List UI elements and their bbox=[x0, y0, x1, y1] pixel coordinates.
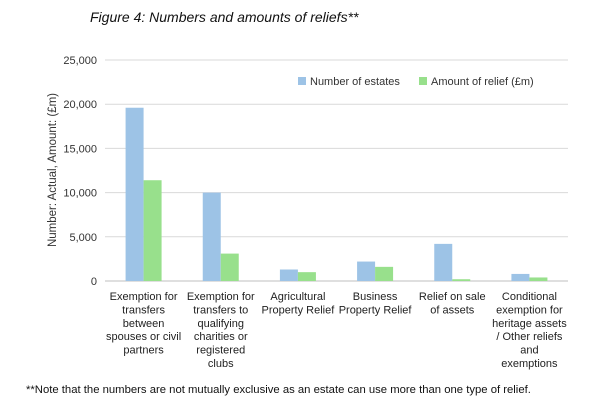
legend-entry: Amount of relief (£m) bbox=[431, 76, 534, 88]
bar-chart: 0 5,000 10,000 15,000 20,000 25,000 Number: A… bbox=[47, 55, 568, 370]
y-tick-label: 5,000 bbox=[69, 232, 97, 244]
bar-number-of-estates bbox=[511, 273, 530, 281]
y-tick-label: 15,000 bbox=[63, 143, 97, 155]
bar-amount-of-relief bbox=[452, 279, 471, 281]
figure-title: Figure 4: Numbers and amounts of reliefs… bbox=[90, 9, 359, 25]
y-axis-ticks: 0 5,000 10,000 15,000 20,000 25,000 bbox=[63, 55, 97, 288]
legend-swatch bbox=[419, 77, 427, 85]
category-label: Business Property Relief bbox=[339, 291, 413, 316]
category-label: Relief on sale of assets bbox=[419, 291, 486, 316]
category-label: Exemption for transfers to qualifying chari… bbox=[187, 291, 255, 370]
bar-amount-of-relief bbox=[143, 180, 162, 281]
bar-number-of-estates bbox=[434, 243, 453, 281]
legend: Number of estates Amount of relief (£m) bbox=[298, 76, 534, 88]
y-tick-label: 20,000 bbox=[63, 99, 97, 111]
bar-amount-of-relief bbox=[375, 266, 394, 281]
bars bbox=[125, 107, 548, 282]
bar-number-of-estates bbox=[279, 269, 298, 281]
bar-amount-of-relief bbox=[529, 277, 548, 281]
y-axis-label: Number: Actual, Amount: (£m) bbox=[47, 93, 59, 247]
category-labels: Exemption for transfers between spouses or … bbox=[106, 291, 567, 370]
y-tick-label: 25,000 bbox=[63, 55, 97, 67]
bar-number-of-estates bbox=[202, 192, 221, 281]
footnote: **Note that the numbers are not mutually… bbox=[26, 384, 531, 396]
category-label: Exemption for transfers between spouses or … bbox=[106, 291, 181, 357]
category-label: Conditional exemption for heritage assets /… bbox=[492, 291, 567, 370]
bar-number-of-estates bbox=[357, 261, 376, 281]
y-tick-label: 0 bbox=[91, 276, 97, 288]
y-tick-label: 10,000 bbox=[63, 188, 97, 200]
bar-amount-of-relief bbox=[220, 253, 239, 281]
bar-number-of-estates bbox=[125, 107, 144, 282]
category-label: Agricultural Property Relief bbox=[262, 291, 336, 316]
legend-swatch bbox=[298, 77, 306, 85]
gridlines bbox=[105, 59, 568, 282]
bar-amount-of-relief bbox=[297, 272, 316, 281]
legend-entry: Number of estates bbox=[310, 76, 400, 88]
